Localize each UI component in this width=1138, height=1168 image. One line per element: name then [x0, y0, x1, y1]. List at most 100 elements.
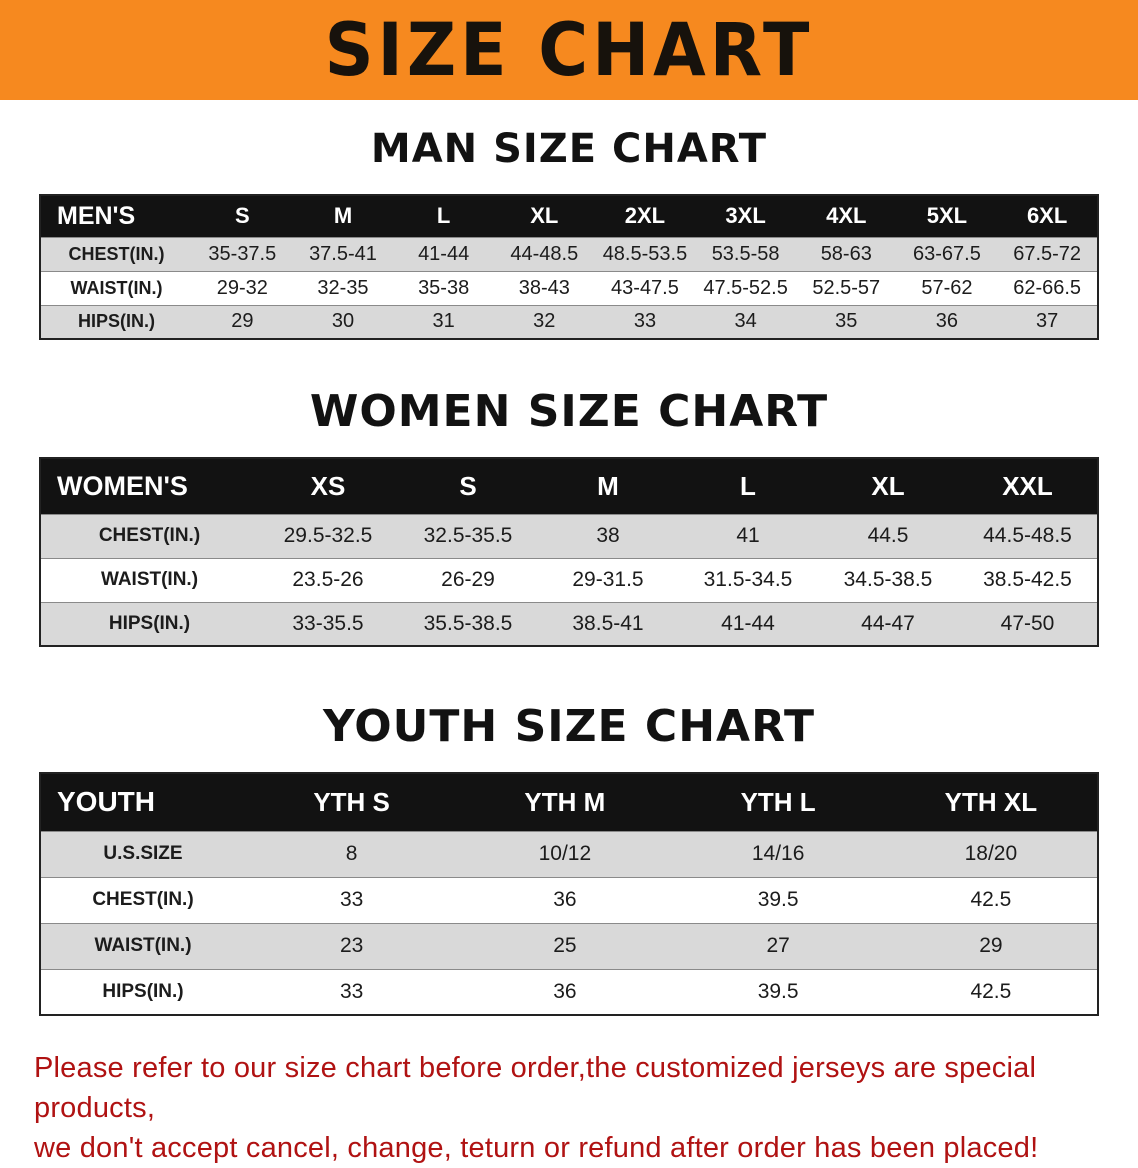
size-header-cell: YTH S: [245, 773, 459, 831]
size-header-cell: 4XL: [795, 195, 897, 237]
size-header-cell: 2XL: [594, 195, 696, 237]
size-header-cell: YTH L: [671, 773, 885, 831]
value-cell: 67.5-72: [997, 236, 1098, 271]
value-cell: 33: [245, 876, 459, 923]
value-cell: 57-62: [896, 270, 998, 305]
value-cell: 32: [493, 304, 595, 339]
women-size-heading: WOMEN SIZE CHART: [309, 386, 829, 437]
value-cell: 29: [192, 304, 293, 339]
size-header-cell: 3XL: [695, 195, 796, 237]
value-cell: 33: [245, 968, 459, 1015]
value-cell: 41: [678, 513, 818, 558]
value-cell: 42.5: [884, 876, 1098, 923]
row-label-cell: HIPS(IN.): [40, 601, 258, 646]
size-header-cell: M: [538, 458, 678, 514]
value-cell: 47-50: [958, 601, 1098, 646]
size-header-cell: YTH XL: [884, 773, 1098, 831]
disclaimer-line-1: Please refer to our size chart before or…: [34, 1052, 1037, 1125]
value-cell: 43-47.5: [594, 270, 696, 305]
value-cell: 29.5-32.5: [258, 513, 398, 558]
man-size-heading: MAN SIZE CHART: [370, 126, 768, 172]
value-cell: 34.5-38.5: [818, 557, 958, 602]
value-cell: 38.5-42.5: [958, 557, 1098, 602]
size-header-cell: 6XL: [997, 195, 1098, 237]
value-cell: 38-43: [493, 270, 595, 305]
size-header-cell: L: [393, 195, 494, 237]
value-cell: 63-67.5: [896, 236, 998, 271]
table-row: CHEST(IN.) 33 36 39.5 42.5: [40, 876, 1098, 923]
row-label-cell: CHEST(IN.): [40, 513, 258, 558]
value-cell: 33-35.5: [258, 601, 398, 646]
size-header-cell: XS: [258, 458, 398, 514]
value-cell: 35: [795, 304, 897, 339]
table-row: CHEST(IN.) 35-37.5 37.5-41 41-44 44-48.5 48.5…: [40, 236, 1098, 271]
youth-size-heading: YOUTH SIZE CHART: [322, 701, 815, 752]
value-cell: 41-44: [393, 236, 494, 271]
row-label-cell: CHEST(IN.): [40, 876, 245, 923]
value-cell: 47.5-52.5: [695, 270, 796, 305]
size-header-cell: XL: [493, 195, 595, 237]
size-header-cell: L: [678, 458, 818, 514]
value-cell: 23: [245, 922, 459, 969]
table-row: WAIST(IN.) 23 25 27 29: [40, 922, 1098, 969]
women-size-table: WOMEN'S XS S M L XL XXL CHEST(IN.) 29.5-32.5 32.5…: [39, 457, 1099, 647]
value-cell: 35-38: [393, 270, 494, 305]
size-header-cell: S: [192, 195, 293, 237]
man-size-table: MEN'S S M L XL 2XL 3XL 4XL 5XL 6XL CHEST(IN.) 35-37…: [39, 194, 1099, 340]
value-cell: 38.5-41: [538, 601, 678, 646]
row-label-cell: HIPS(IN.): [40, 304, 192, 339]
value-cell: 10/12: [458, 830, 672, 877]
value-cell: 35-37.5: [192, 236, 293, 271]
value-cell: 52.5-57: [795, 270, 897, 305]
value-cell: 39.5: [671, 968, 885, 1015]
value-cell: 27: [671, 922, 885, 969]
value-cell: 35.5-38.5: [398, 601, 538, 646]
value-cell: 36: [896, 304, 998, 339]
order-disclaimer: Please refer to our size chart before or…: [0, 1048, 1138, 1168]
table-title-cell: MEN'S: [40, 195, 192, 237]
row-label-cell: U.S.SIZE: [40, 830, 245, 877]
size-header-cell: YTH M: [458, 773, 672, 831]
table-row: HIPS(IN.) 33-35.5 35.5-38.5 38.5-41 41-44 44-…: [40, 601, 1098, 646]
table-title-cell: YOUTH: [40, 773, 245, 831]
value-cell: 53.5-58: [695, 236, 796, 271]
value-cell: 34: [695, 304, 796, 339]
value-cell: 39.5: [671, 876, 885, 923]
row-label-cell: WAIST(IN.): [40, 922, 245, 969]
women-size-section: WOMEN SIZE CHART WOMEN'S XS S M L XL XXL CHEST(…: [0, 386, 1138, 647]
value-cell: 44.5-48.5: [958, 513, 1098, 558]
value-cell: 37.5-41: [292, 236, 394, 271]
size-header-cell: 5XL: [896, 195, 998, 237]
value-cell: 58-63: [795, 236, 897, 271]
row-label-cell: WAIST(IN.): [40, 557, 258, 602]
value-cell: 37: [997, 304, 1098, 339]
table-header-row: YOUTH YTH S YTH M YTH L YTH XL: [40, 773, 1098, 831]
value-cell: 30: [292, 304, 394, 339]
value-cell: 29-32: [192, 270, 293, 305]
value-cell: 26-29: [398, 557, 538, 602]
value-cell: 44.5: [818, 513, 958, 558]
disclaimer-line-2: we don't accept cancel, change, teturn o…: [34, 1132, 1039, 1165]
size-header-cell: XXL: [958, 458, 1098, 514]
banner-title: SIZE CHART: [324, 7, 814, 93]
value-cell: 62-66.5: [997, 270, 1098, 305]
value-cell: 32-35: [292, 270, 394, 305]
table-row: HIPS(IN.) 29 30 31 32 33 34 35 36 37: [40, 304, 1098, 339]
value-cell: 29-31.5: [538, 557, 678, 602]
banner: SIZE CHART: [0, 0, 1138, 100]
man-size-section: MAN SIZE CHART MEN'S S M L XL 2XL 3XL 4XL 5XL 6XL…: [0, 126, 1138, 340]
youth-size-section: YOUTH SIZE CHART YOUTH YTH S YTH M YTH L YTH…: [0, 701, 1138, 1016]
table-row: CHEST(IN.) 29.5-32.5 32.5-35.5 38 41 44.5 44.5…: [40, 513, 1098, 558]
table-row: WAIST(IN.) 23.5-26 26-29 29-31.5 31.5-34.5 34…: [40, 557, 1098, 602]
size-header-cell: S: [398, 458, 538, 514]
value-cell: 41-44: [678, 601, 818, 646]
value-cell: 42.5: [884, 968, 1098, 1015]
value-cell: 32.5-35.5: [398, 513, 538, 558]
value-cell: 44-47: [818, 601, 958, 646]
table-row: WAIST(IN.) 29-32 32-35 35-38 38-43 43-47.5 47.…: [40, 270, 1098, 305]
table-header-row: WOMEN'S XS S M L XL XXL: [40, 458, 1098, 514]
value-cell: 31: [393, 304, 494, 339]
youth-size-table: YOUTH YTH S YTH M YTH L YTH XL U.S.SIZE 8 10/12…: [39, 772, 1099, 1016]
size-header-cell: M: [292, 195, 394, 237]
